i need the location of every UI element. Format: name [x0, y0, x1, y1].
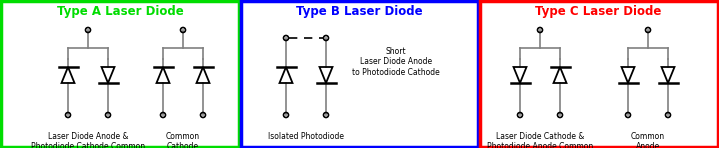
Text: Isolated Photodiode: Isolated Photodiode: [268, 132, 344, 141]
Text: Type B Laser Diode: Type B Laser Diode: [296, 4, 422, 17]
Bar: [241, 1, 478, 147]
Text: Common
Anode: Common Anode: [631, 132, 665, 148]
Bar: [1, 1, 239, 147]
Text: Laser Diode Anode &
Photodiode Cathode Common: Laser Diode Anode & Photodiode Cathode C…: [31, 132, 145, 148]
Text: Laser Diode Cathode &
Photodiode Anode Common: Laser Diode Cathode & Photodiode Anode C…: [487, 132, 593, 148]
Text: Short
Laser Diode Anode
to Photodiode Cathode: Short Laser Diode Anode to Photodiode Ca…: [352, 47, 440, 77]
Bar: [480, 1, 718, 147]
Text: Common
Cathode: Common Cathode: [166, 132, 200, 148]
Text: Type A Laser Diode: Type A Laser Diode: [57, 4, 183, 17]
Text: Type C Laser Diode: Type C Laser Diode: [535, 4, 661, 17]
